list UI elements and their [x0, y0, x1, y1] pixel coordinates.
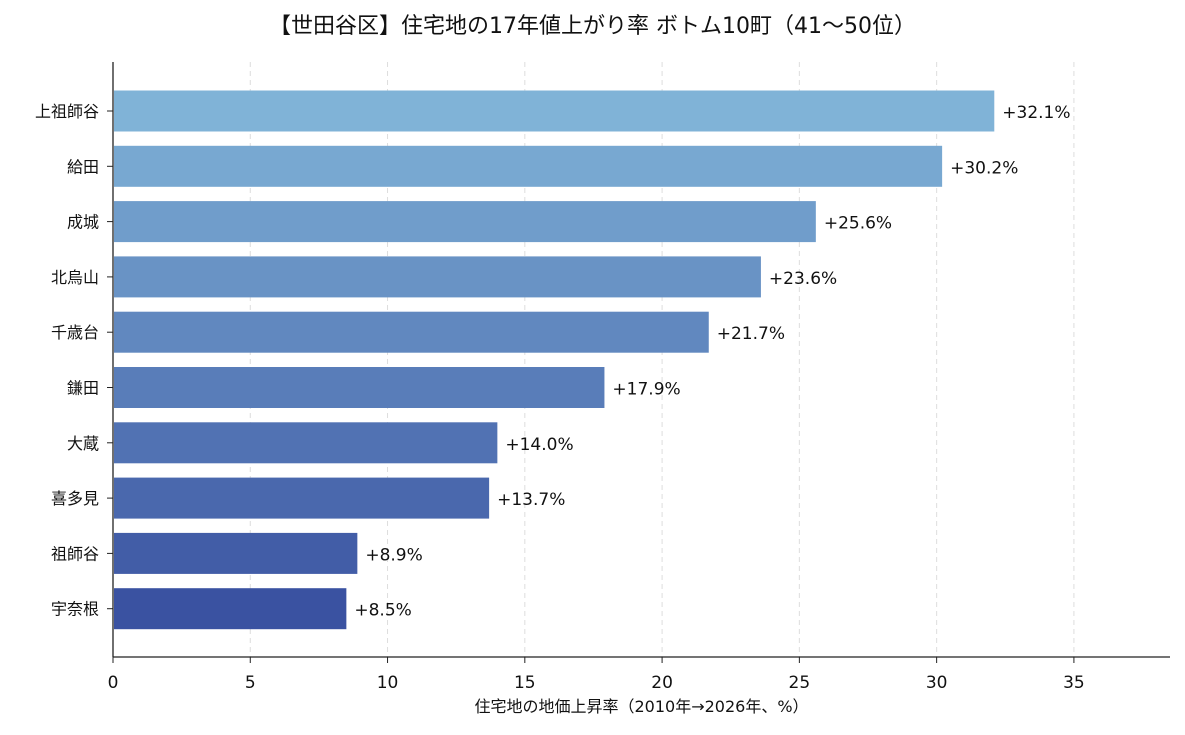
bar — [114, 90, 995, 132]
bar — [114, 311, 709, 353]
data-label: +13.7% — [497, 490, 565, 510]
bar — [114, 367, 605, 408]
data-label: +32.1% — [1002, 103, 1070, 123]
data-label: +21.7% — [717, 324, 785, 344]
bar — [114, 422, 498, 464]
chart-title: 【世田谷区】住宅地の17年値上がり率 ボトム10町（41〜50位） — [269, 14, 916, 39]
bar — [114, 588, 347, 630]
data-label: +8.5% — [354, 601, 411, 621]
bar — [114, 477, 490, 519]
category-label: 祖師谷 — [51, 544, 99, 563]
x-tick-label: 10 — [377, 673, 399, 693]
x-tick-label: 0 — [108, 673, 119, 693]
x-axis-title: 住宅地の地価上昇率（2010年→2026年、%） — [474, 697, 808, 716]
data-label: +23.6% — [769, 269, 837, 289]
category-label: 上祖師谷 — [35, 102, 99, 121]
x-tick-label: 5 — [245, 673, 256, 693]
category-label: 給田 — [67, 157, 99, 176]
data-label: +30.2% — [950, 158, 1018, 178]
bars — [114, 90, 995, 630]
category-label: 千歳台 — [51, 323, 99, 342]
data-label: +25.6% — [824, 214, 892, 234]
category-label: 宇奈根 — [51, 600, 99, 619]
category-label: 北烏山 — [51, 268, 99, 287]
bar — [114, 145, 943, 187]
x-tick-label: 25 — [789, 673, 811, 693]
x-tick-label: 20 — [651, 673, 673, 693]
data-label: +14.0% — [505, 435, 573, 455]
x-tick-label: 30 — [926, 673, 948, 693]
category-label: 鎌田 — [67, 379, 99, 398]
data-label: +8.9% — [365, 545, 422, 565]
category-label: 大蔵 — [67, 434, 99, 453]
bar — [114, 201, 816, 243]
x-ticks: 0 5 10 15 20 25 30 35 — [108, 657, 1085, 693]
data-label: +17.9% — [612, 380, 680, 400]
data-labels: +32.1% +30.2% +25.6% +23.6% +21.7% +17.9% +14.… — [354, 103, 1070, 621]
x-tick-label: 35 — [1063, 673, 1085, 693]
category-label: 成城 — [67, 213, 99, 232]
bar — [114, 532, 358, 574]
x-tick-label: 15 — [514, 673, 536, 693]
category-label: 喜多見 — [51, 489, 99, 508]
bar — [114, 256, 761, 298]
axes — [112, 62, 1170, 658]
